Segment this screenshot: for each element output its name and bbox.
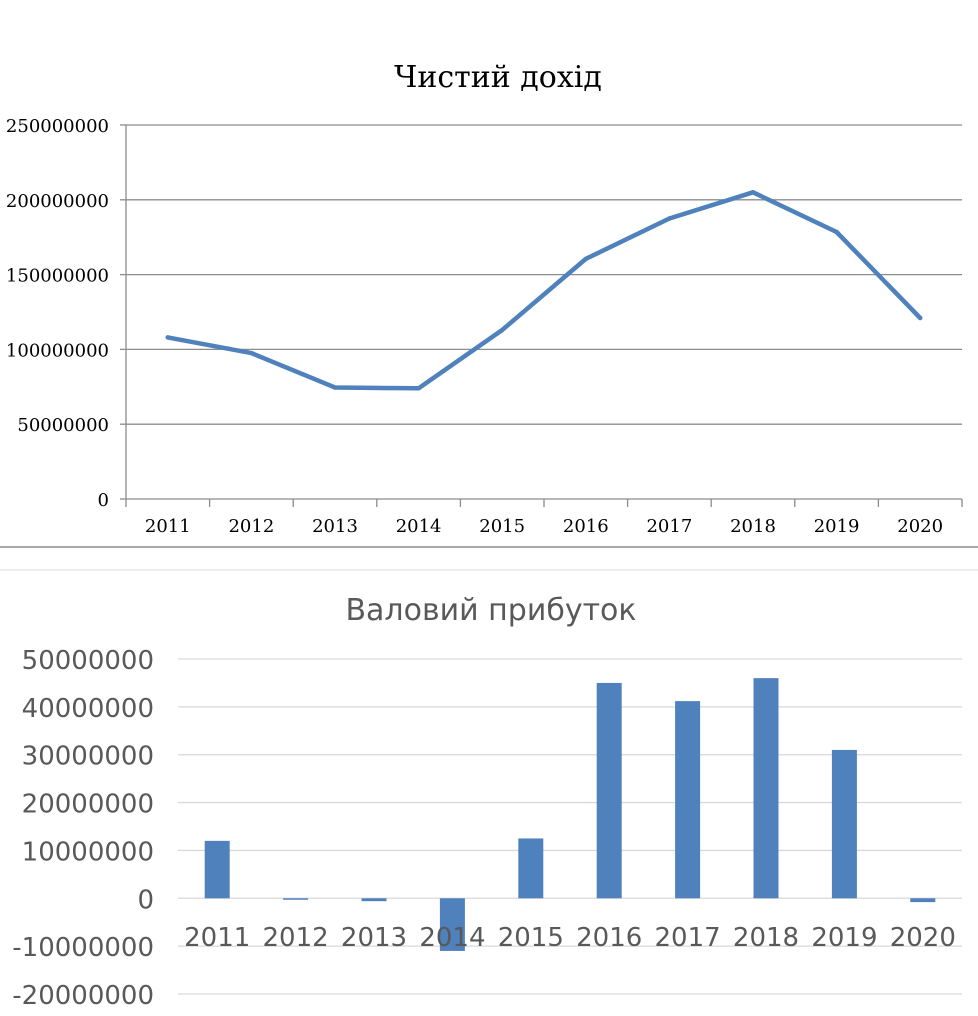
bar-2017 <box>675 701 701 899</box>
data-point-2011 <box>165 335 170 340</box>
x-tick-label: 2011 <box>184 923 250 953</box>
y-tick-label: 20000000 <box>22 790 154 820</box>
net-income-chart: Чистий дохід 250000000 200000000 150000000… <box>6 60 963 537</box>
gross-profit-x-tick-labels: 2011 2012 2013 2014 2015 2016 2017 2018 2019 2020 <box>184 923 956 953</box>
gross-profit-title: Валовий прибуток <box>345 593 636 628</box>
data-point-2017 <box>667 216 672 221</box>
x-tick-label: 2017 <box>646 516 692 537</box>
x-tick-label: 2016 <box>576 923 642 953</box>
y-tick-label: 40000000 <box>22 694 154 724</box>
y-tick-label: -10000000 <box>12 933 154 963</box>
x-tick-label: 2015 <box>498 923 564 953</box>
data-point-2015 <box>500 327 505 333</box>
gross-profit-bars <box>204 678 936 951</box>
y-tick-label: 250000000 <box>6 116 109 137</box>
x-tick-label: 2019 <box>811 923 877 953</box>
y-tick-label: 10000000 <box>22 837 154 867</box>
bar-2014 <box>439 898 465 951</box>
y-tick-label: 50000000 <box>22 646 154 676</box>
y-tick-label: 200000000 <box>6 191 109 212</box>
x-tick-label: 2011 <box>145 516 191 537</box>
data-point-2012 <box>249 350 254 356</box>
net-income-series <box>165 190 923 391</box>
bar-2013 <box>361 898 387 902</box>
data-point-2020 <box>918 315 923 321</box>
bar-2020 <box>910 898 936 903</box>
x-tick-label: 2014 <box>419 923 485 953</box>
bar-2015 <box>518 838 544 899</box>
y-tick-label: 30000000 <box>22 742 154 772</box>
x-tick-label: 2017 <box>655 923 721 953</box>
y-tick-label: 0 <box>98 490 109 511</box>
y-tick-label: 150000000 <box>6 266 109 287</box>
y-tick-label: 50000000 <box>17 415 109 436</box>
data-point-2018 <box>750 190 756 195</box>
gross-profit-gridlines <box>178 658 962 995</box>
x-tick-label: 2013 <box>341 923 407 953</box>
data-point-2013 <box>332 385 338 390</box>
bar-2012 <box>283 898 309 900</box>
data-point-2014 <box>416 386 421 391</box>
data-point-2019 <box>834 229 839 235</box>
x-tick-label: 2012 <box>228 516 274 537</box>
bar-2019 <box>831 749 857 899</box>
y-tick-label: 0 <box>137 885 154 915</box>
net-income-y-tick-labels: 250000000 200000000 150000000 100000000 5000… <box>6 116 109 511</box>
x-tick-label: 2012 <box>263 923 329 953</box>
x-tick-label: 2018 <box>733 923 799 953</box>
y-tick-label: -20000000 <box>12 981 154 1011</box>
y-tick-label: 100000000 <box>6 340 109 361</box>
net-income-x-tick-labels: 2011 2012 2013 2014 2015 2016 2017 2018 2019 2020 <box>145 516 943 537</box>
gross-profit-chart: Валовий прибуток 50000000 40000000 3000000… <box>12 593 962 1011</box>
x-tick-label: 2018 <box>730 516 776 537</box>
x-tick-label: 2014 <box>396 516 442 537</box>
x-tick-label: 2013 <box>312 516 358 537</box>
bar-2016 <box>596 682 622 899</box>
x-tick-label: 2015 <box>479 516 525 537</box>
data-point-2016 <box>583 256 588 262</box>
x-tick-label: 2020 <box>897 516 943 537</box>
net-income-line <box>165 190 923 391</box>
bar-2011 <box>204 840 230 899</box>
x-tick-label: 2019 <box>814 516 860 537</box>
net-income-title: Чистий дохід <box>394 60 602 95</box>
x-tick-label: 2016 <box>563 516 609 537</box>
bar-2018 <box>753 678 779 899</box>
net-income-gridlines <box>120 124 963 507</box>
x-tick-label: 2020 <box>890 923 956 953</box>
gross-profit-y-tick-labels: 50000000 40000000 30000000 20000000 10000000… <box>12 646 154 1011</box>
